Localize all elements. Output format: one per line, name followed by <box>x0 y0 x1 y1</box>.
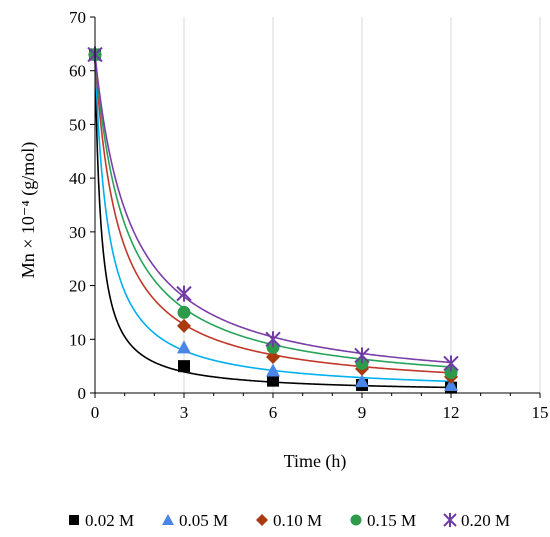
point-0.20-M-t12 <box>443 355 459 372</box>
tick-labels: 0 10 20 30 40 50 60 70 0 3 6 9 12 15 <box>69 8 549 422</box>
legend-label: 0.10 M <box>273 511 322 530</box>
y-tick-label-60: 60 <box>69 62 86 81</box>
y-tick-label-40: 40 <box>69 169 86 188</box>
legend-label: 0.20 M <box>461 511 510 530</box>
point-0.15-M-t6 <box>266 340 280 354</box>
legend-item-0.02-M: 0.02 M <box>69 511 134 530</box>
point-0.05-M-t12 <box>444 377 458 391</box>
y-tick-label-0: 0 <box>78 384 87 403</box>
point-0.10-M-t6 <box>266 350 280 365</box>
y-axis-label: Mn × 10⁻⁴ (g/mol) <box>18 142 39 278</box>
point-0.05-M-t3 <box>177 340 191 354</box>
y-tick-label-20: 20 <box>69 277 86 296</box>
y-tick-label-70: 70 <box>69 8 86 27</box>
legend-item-0.05-M: 0.05 M <box>162 511 228 530</box>
point-0.15-M-t12 <box>444 366 458 380</box>
point-0.05-M-t9 <box>355 374 369 388</box>
legend-marker <box>256 514 268 526</box>
legend-item-0.20-M: 0.20 M <box>443 511 510 530</box>
legend-label: 0.05 M <box>179 511 228 530</box>
legend-marker <box>443 513 457 527</box>
legend-item-0.10-M: 0.10 M <box>256 511 322 530</box>
point-0.20-M-t3 <box>176 285 192 302</box>
legend-item-0.15-M: 0.15 M <box>350 511 416 530</box>
legend-marker <box>350 514 362 526</box>
point-0.05-M-t6 <box>266 363 280 377</box>
legend-label: 0.15 M <box>367 511 416 530</box>
x-tick-label-15: 15 <box>532 403 549 422</box>
point-0.02-M-t3 <box>178 360 190 373</box>
y-tick-label-10: 10 <box>69 330 86 349</box>
legend-label: 0.02 M <box>85 511 134 530</box>
point-0.20-M-t9 <box>354 347 370 364</box>
legend: 0.02 M 0.05 M 0.10 M 0.15 M 0.20 M <box>69 511 510 530</box>
legend-marker <box>162 514 174 525</box>
point-0.02-M-t6 <box>267 374 279 387</box>
x-axis-label: Time (h) <box>284 451 347 472</box>
x-tick-label-6: 6 <box>269 403 278 422</box>
x-tick-label-9: 9 <box>358 403 367 422</box>
legend-marker <box>69 515 79 525</box>
y-tick-label-30: 30 <box>69 223 86 242</box>
point-0.10-M-t3 <box>177 318 191 333</box>
point-0.15-M-t9 <box>355 356 369 370</box>
y-tick-label-50: 50 <box>69 115 86 134</box>
point-0.15-M-t3 <box>177 305 191 319</box>
data-points <box>87 46 459 394</box>
x-tick-label-3: 3 <box>180 403 189 422</box>
gridlines <box>183 17 541 393</box>
axes <box>90 16 541 398</box>
point-0.20-M-t6 <box>265 331 281 348</box>
x-tick-label-0: 0 <box>91 403 100 422</box>
x-tick-label-12: 12 <box>443 403 460 422</box>
